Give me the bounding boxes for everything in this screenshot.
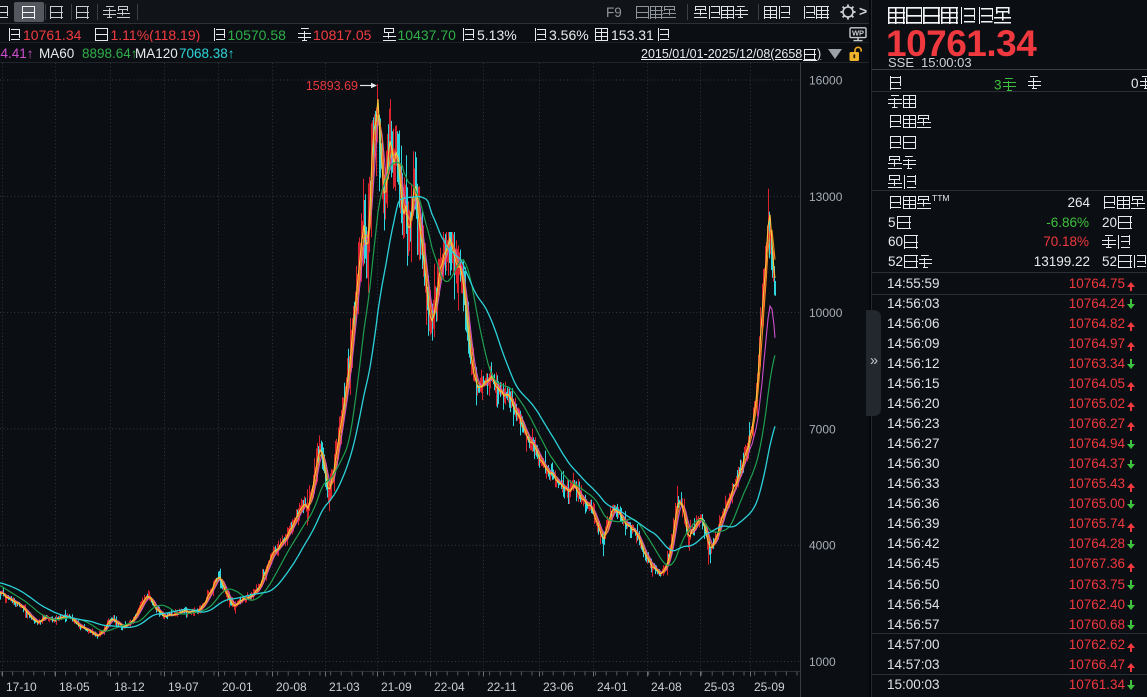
svg-text:21-09: 21-09: [381, 680, 412, 694]
svg-text:18-12: 18-12: [114, 680, 145, 694]
svg-text:25-03: 25-03: [704, 680, 735, 694]
svg-text:WP: WP: [852, 29, 864, 38]
svg-text:23-06: 23-06: [543, 680, 574, 694]
svg-text:21-03: 21-03: [329, 680, 360, 694]
svg-text:10000: 10000: [809, 306, 843, 320]
svg-text:16000: 16000: [809, 74, 843, 88]
svg-text:20-01: 20-01: [222, 680, 253, 694]
svg-text:24-08: 24-08: [651, 680, 682, 694]
svg-text:18-05: 18-05: [59, 680, 90, 694]
svg-text:15893.69: 15893.69: [306, 79, 358, 93]
svg-text:20-08: 20-08: [276, 680, 307, 694]
svg-text:22-11: 22-11: [487, 680, 517, 694]
svg-text:24-01: 24-01: [597, 680, 628, 694]
svg-text:17-10: 17-10: [6, 680, 37, 694]
svg-text:13000: 13000: [809, 190, 843, 204]
svg-text:19-07: 19-07: [168, 680, 199, 694]
svg-text:7000: 7000: [809, 422, 836, 436]
svg-text:22-04: 22-04: [434, 680, 465, 694]
svg-text:1000: 1000: [809, 655, 836, 669]
svg-text:4000: 4000: [809, 539, 836, 553]
svg-text:25-09: 25-09: [754, 680, 785, 694]
